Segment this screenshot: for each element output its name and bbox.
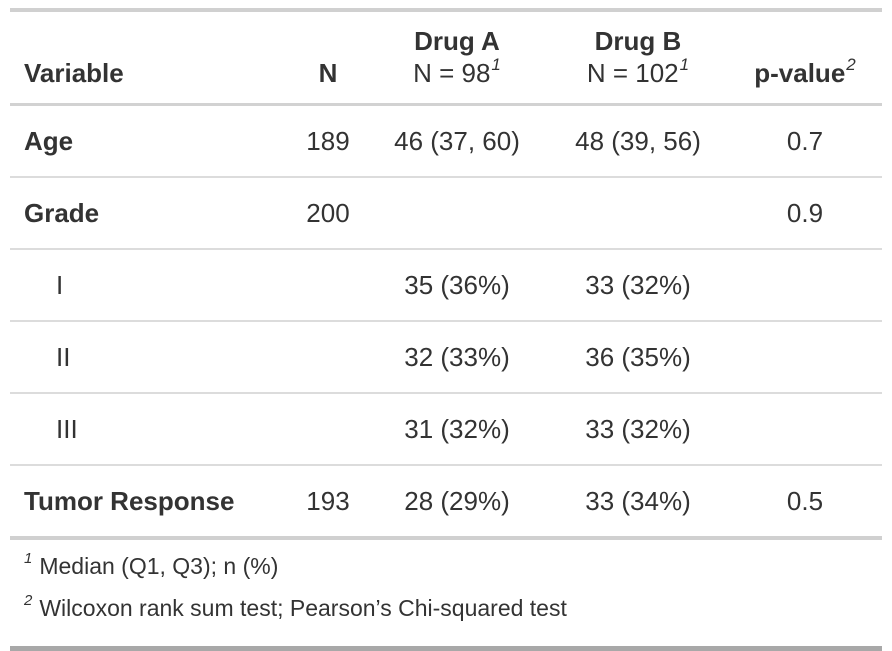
drug-b-cell: 33 (32%) (548, 393, 728, 466)
drug-b-n-count: N = 102 (586, 58, 679, 88)
drug-a-cell: 46 (37, 60) (366, 104, 548, 178)
column-header-p-value: p-value2 (728, 10, 882, 106)
p-value-cell (728, 393, 882, 466)
footnotes-cell: 1 Median (Q1, Q3); n (%) 2 Wilcoxon rank s… (10, 538, 882, 651)
n-cell (290, 249, 366, 322)
variable-cell: Tumor Response (10, 465, 290, 540)
p-value-cell (728, 321, 882, 394)
table-row-age: Age 189 46 (37, 60) 48 (39, 56) 0.7 (10, 104, 882, 178)
drug-b-cell: 48 (39, 56) (548, 104, 728, 178)
drug-b-cell: 33 (34%) (548, 465, 728, 540)
footnote-2-mark: 2 (24, 592, 33, 610)
drug-a-title: Drug A (414, 26, 500, 56)
level-cell: I (10, 249, 290, 322)
footnote-mark-1: 1 (679, 55, 690, 75)
n-cell: 193 (290, 465, 366, 540)
drug-a-cell (366, 177, 548, 250)
table-row-grade-2: II 32 (33%) 36 (35%) (10, 321, 882, 394)
drug-a-subtitle: N = 981 (370, 55, 544, 89)
footnote-2-text: Wilcoxon rank sum test; Pearson’s Chi-sq… (39, 595, 567, 621)
footnote-1: 1 Median (Q1, Q3); n (%) (24, 550, 882, 580)
drug-a-cell: 31 (32%) (366, 393, 548, 466)
p-value-cell: 0.9 (728, 177, 882, 250)
variable-cell: Age (10, 104, 290, 178)
drug-a-n-count: N = 98 (413, 58, 491, 88)
drug-b-cell (548, 177, 728, 250)
drug-a-cell: 32 (33%) (366, 321, 548, 394)
p-value-cell: 0.7 (728, 104, 882, 178)
footnotes-row: 1 Median (Q1, Q3); n (%) 2 Wilcoxon rank s… (10, 538, 882, 651)
table-row-tumor-response: Tumor Response 193 28 (29%) 33 (34%) 0.5 (10, 465, 882, 540)
table-row-grade: Grade 200 0.9 (10, 177, 882, 250)
level-cell: III (10, 393, 290, 466)
variable-cell: Grade (10, 177, 290, 250)
footnote-mark-2: 2 (846, 55, 856, 75)
level-cell: II (10, 321, 290, 394)
footnote-mark-1: 1 (491, 55, 501, 75)
n-cell (290, 393, 366, 466)
drug-b-cell: 33 (32%) (548, 249, 728, 322)
table-row-grade-1: I 35 (36%) 33 (32%) (10, 249, 882, 322)
p-value-cell (728, 249, 882, 322)
table-row-grade-3: III 31 (32%) 33 (32%) (10, 393, 882, 466)
drug-b-title: Drug B (594, 26, 682, 56)
drug-a-cell: 28 (29%) (366, 465, 548, 540)
n-cell (290, 321, 366, 394)
footnote-2: 2 Wilcoxon rank sum test; Pearson’s Chi-s… (24, 592, 882, 622)
drug-a-cell: 35 (36%) (366, 249, 548, 322)
header-row: Variable N Drug A N = 981 Drug B N = 102… (10, 10, 882, 106)
n-cell: 189 (290, 104, 366, 178)
drug-b-cell: 36 (35%) (548, 321, 728, 394)
summary-table: Variable N Drug A N = 981 Drug B N = 102… (10, 8, 882, 651)
footnote-1-mark: 1 (24, 550, 33, 568)
column-header-variable: Variable (10, 10, 290, 106)
footnote-1-text: Median (Q1, Q3); n (%) (39, 553, 279, 579)
column-header-drug-a: Drug A N = 981 (366, 10, 548, 106)
n-cell: 200 (290, 177, 366, 250)
drug-b-subtitle: N = 1021 (552, 55, 724, 89)
column-header-drug-b: Drug B N = 1021 (548, 10, 728, 106)
p-value-cell: 0.5 (728, 465, 882, 540)
column-header-n: N (290, 10, 366, 106)
p-value-label: p-value (754, 58, 846, 88)
